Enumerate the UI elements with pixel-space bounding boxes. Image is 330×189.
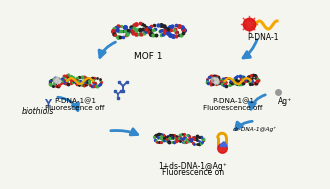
Text: MOF 1: MOF 1 xyxy=(134,52,162,61)
Text: P-DNA-1@1
Fluorescence off: P-DNA-1@1 Fluorescence off xyxy=(45,98,105,112)
Ellipse shape xyxy=(211,77,219,83)
Text: P-DNA-1@1
Fluorescence off: P-DNA-1@1 Fluorescence off xyxy=(203,98,263,112)
Ellipse shape xyxy=(53,77,61,83)
Text: P-DNA-1: P-DNA-1 xyxy=(247,33,279,42)
Text: Fluorescence on: Fluorescence on xyxy=(162,168,224,177)
Text: Y: Y xyxy=(45,99,51,109)
Text: Ag⁺: Ag⁺ xyxy=(278,97,292,105)
Text: 1+ds-DNA-1@Ag⁺: 1+ds-DNA-1@Ag⁺ xyxy=(158,162,227,171)
Text: ds-DNA-1@Ag⁺: ds-DNA-1@Ag⁺ xyxy=(233,127,278,132)
Text: biothiols: biothiols xyxy=(22,108,54,116)
